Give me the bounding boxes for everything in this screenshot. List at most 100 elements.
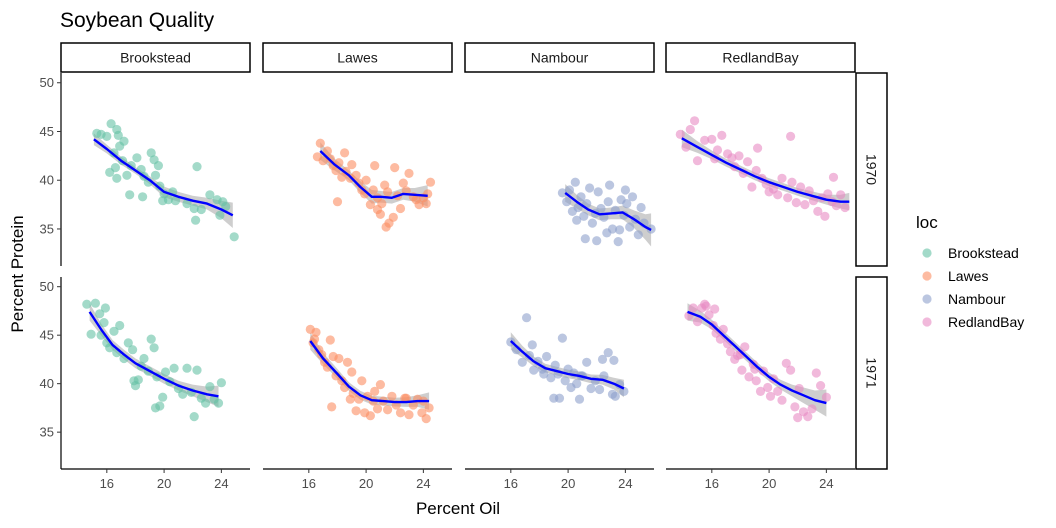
facet-strip-box bbox=[464, 42, 655, 73]
row-strip-1971: 1971 bbox=[855, 276, 888, 470]
data-point bbox=[404, 168, 414, 178]
data-point bbox=[685, 124, 695, 135]
data-point bbox=[811, 368, 821, 378]
confidence-band bbox=[565, 184, 652, 247]
data-point bbox=[539, 369, 549, 379]
data-point bbox=[315, 138, 325, 148]
data-point bbox=[215, 210, 225, 220]
data-point bbox=[821, 392, 832, 402]
legend-item-lawes: Lawes bbox=[922, 268, 988, 284]
y-tick-label: 50 bbox=[40, 279, 54, 294]
y-tick-label: 45 bbox=[40, 328, 54, 343]
data-point bbox=[793, 413, 803, 423]
legend-item-nambour: Nambour bbox=[922, 291, 1006, 307]
data-point bbox=[153, 161, 163, 171]
data-point bbox=[595, 384, 605, 395]
data-point bbox=[169, 363, 179, 373]
data-point bbox=[90, 298, 100, 308]
data-point bbox=[368, 185, 378, 195]
data-point bbox=[717, 130, 727, 140]
row-strip-box bbox=[855, 276, 888, 470]
data-point bbox=[576, 192, 586, 202]
data-point bbox=[158, 392, 168, 402]
data-point bbox=[205, 382, 215, 392]
data-point bbox=[325, 335, 335, 345]
data-point bbox=[113, 130, 123, 140]
data-point bbox=[625, 222, 635, 232]
data-point bbox=[807, 404, 817, 414]
panel-redlandbay-1970 bbox=[675, 116, 850, 221]
x-tick-label: 24 bbox=[416, 476, 430, 491]
smooth-line bbox=[509, 340, 625, 390]
y-tick-label: 35 bbox=[40, 425, 54, 440]
data-point bbox=[800, 200, 810, 210]
data-point bbox=[125, 190, 135, 200]
data-point bbox=[216, 378, 226, 388]
data-point bbox=[597, 354, 608, 364]
legend-swatch bbox=[922, 248, 932, 258]
data-point bbox=[182, 199, 192, 209]
legend-swatch bbox=[922, 271, 932, 281]
data-point bbox=[414, 200, 424, 210]
row-strip-label: 1970 bbox=[864, 154, 880, 185]
x-tick-label: 16 bbox=[302, 476, 316, 491]
data-point bbox=[365, 200, 375, 210]
data-point bbox=[675, 129, 685, 139]
data-point bbox=[529, 365, 539, 375]
data-point bbox=[388, 212, 398, 222]
data-point bbox=[146, 148, 156, 158]
data-point bbox=[781, 358, 791, 368]
data-point bbox=[170, 196, 181, 206]
legend-label: Nambour bbox=[948, 291, 1006, 307]
x-tick-label: 20 bbox=[157, 476, 171, 491]
data-point bbox=[564, 185, 575, 195]
facet-strip-box bbox=[60, 42, 251, 73]
data-point bbox=[354, 178, 364, 188]
data-point bbox=[692, 156, 703, 166]
data-point bbox=[398, 178, 408, 188]
confidence-band bbox=[89, 303, 219, 407]
x-axis-title: Percent Oil bbox=[416, 499, 500, 518]
chart-title: Soybean Quality bbox=[60, 9, 215, 32]
data-point bbox=[603, 197, 613, 207]
data-point bbox=[765, 391, 776, 401]
data-point bbox=[128, 345, 138, 355]
data-point bbox=[619, 386, 629, 396]
legend-swatch bbox=[922, 294, 932, 304]
data-point bbox=[546, 373, 556, 383]
data-point bbox=[727, 153, 737, 163]
row-strip-1970: 1970 bbox=[855, 72, 888, 267]
legend-label: RedlandBay bbox=[948, 314, 1024, 330]
data-point bbox=[372, 404, 383, 414]
data-point bbox=[351, 406, 361, 416]
data-point bbox=[132, 153, 142, 163]
data-point bbox=[840, 202, 850, 213]
data-point bbox=[613, 237, 623, 247]
data-point bbox=[755, 386, 766, 396]
confidence-band bbox=[687, 303, 827, 417]
data-point bbox=[150, 403, 161, 413]
data-point bbox=[146, 334, 156, 344]
y-tick-label: 45 bbox=[40, 124, 54, 139]
data-point bbox=[191, 215, 201, 225]
data-point bbox=[401, 393, 411, 403]
data-point bbox=[773, 386, 783, 396]
data-point bbox=[580, 234, 590, 244]
data-point bbox=[327, 402, 337, 412]
data-point bbox=[592, 236, 602, 246]
data-point bbox=[424, 403, 434, 413]
data-point bbox=[357, 376, 367, 386]
legend-item-redlandbay: RedlandBay bbox=[922, 314, 1024, 330]
data-point bbox=[423, 189, 433, 199]
x-tick-label: 20 bbox=[762, 476, 776, 491]
data-point bbox=[387, 391, 397, 401]
data-point bbox=[309, 334, 320, 344]
data-point bbox=[105, 167, 115, 177]
data-point bbox=[192, 162, 202, 172]
facet-strip-nambour: Nambour bbox=[464, 42, 655, 73]
data-point bbox=[605, 180, 615, 190]
y-tick-label: 50 bbox=[40, 75, 54, 90]
facet-strip-brookstead: Brookstead bbox=[60, 42, 251, 73]
data-point bbox=[82, 299, 92, 309]
data-point bbox=[86, 329, 96, 339]
